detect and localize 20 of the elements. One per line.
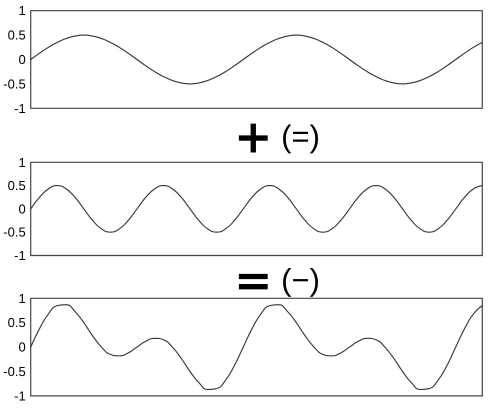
y-tick-label: 0: [18, 201, 26, 216]
y-tick-label: -1: [14, 100, 26, 116]
y-tick-label: 0.5: [8, 315, 26, 330]
y-tick-label: -0.5: [3, 224, 26, 240]
y-tick-label: 1: [18, 290, 26, 306]
chart-title: + (=): [234, 110, 320, 164]
y-tick-label: 0: [18, 52, 26, 67]
y-tick-label: 0.5: [8, 28, 26, 43]
y-tick-label: 0.5: [8, 178, 26, 194]
y-tick-label: -1: [14, 388, 26, 404]
y-tick-label: 1: [18, 3, 26, 18]
line-series: [30, 34, 483, 84]
y-tick-label: 1: [18, 154, 26, 170]
y-tick-label: -1: [14, 248, 26, 263]
y-tick-label: -0.5: [3, 364, 26, 379]
y-tick-label: -0.5: [3, 76, 26, 92]
line-series: [30, 304, 483, 390]
chart-title: = (−): [234, 253, 320, 307]
y-tick-label: 0: [18, 340, 26, 355]
line-series: [30, 185, 483, 233]
